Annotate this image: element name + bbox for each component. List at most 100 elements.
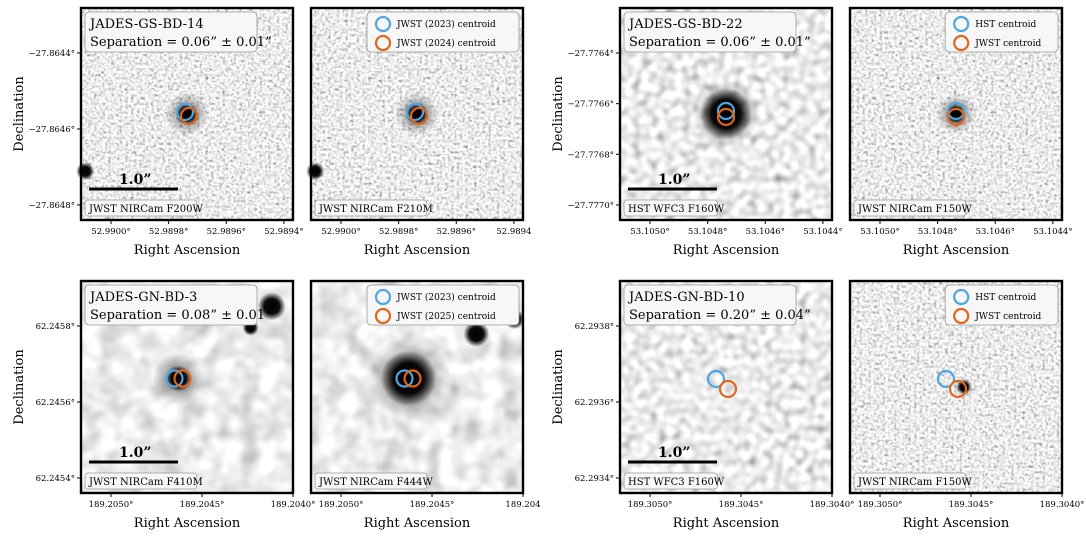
legend-marker bbox=[374, 34, 392, 52]
right-x-ticks: 53.1050° 53.1048° 53.1046° 53.1044° bbox=[860, 220, 1073, 237]
y-tick-label: 62.2454° bbox=[36, 474, 75, 484]
x-tick-label: 189.2050° bbox=[319, 500, 364, 510]
y-tick-label: 62.2456° bbox=[36, 398, 75, 408]
y-tick-label: 62.2936° bbox=[575, 398, 614, 408]
source-core bbox=[380, 350, 437, 407]
x-tick-label: 189.3040° bbox=[810, 500, 855, 510]
first-centroid-marker bbox=[936, 369, 956, 389]
legend-entry: HST centroid bbox=[975, 293, 1036, 303]
source-core bbox=[946, 104, 966, 124]
x-tick-label: 189.2045° bbox=[180, 500, 225, 510]
band-label-box bbox=[84, 472, 198, 490]
y-ticks: −27.8644° −27.8646° −27.8648° bbox=[28, 49, 81, 211]
y-tick-label: 62.2934° bbox=[575, 474, 614, 484]
band-label: JWST NIRCam F150W bbox=[857, 204, 973, 215]
x-tick-label: 189.3050° bbox=[628, 500, 673, 510]
source-core bbox=[957, 380, 971, 394]
right-image-frame bbox=[309, 6, 525, 222]
legend-marker bbox=[953, 15, 970, 33]
first-centroid-marker bbox=[946, 101, 966, 121]
legend-entry: JWST (2025) centroid bbox=[396, 311, 496, 322]
neighbour-source bbox=[76, 162, 95, 181]
y-axis-label: Declination bbox=[551, 349, 566, 425]
source-core bbox=[700, 88, 752, 140]
y-tick-label: 62.2458° bbox=[36, 322, 75, 332]
band-label: JWST NIRCam F444W bbox=[318, 477, 434, 488]
y-tick-label: −27.8646° bbox=[28, 125, 75, 135]
band-label: JWST NIRCam F410M bbox=[88, 477, 203, 488]
band-label: HST WFC3 F160W bbox=[628, 477, 725, 488]
first-centroid-marker bbox=[405, 102, 425, 122]
scale-bar-label: 1.0” bbox=[119, 445, 151, 461]
panel-title: JADES-GN-BD-10 bbox=[627, 290, 745, 305]
legend-marker bbox=[953, 34, 970, 52]
x-tick-label: 52.9894 bbox=[496, 227, 531, 237]
x-tick-label: 53.1046° bbox=[976, 227, 1015, 237]
y-tick-label: −27.7768° bbox=[567, 150, 614, 160]
x-tick-label: 189.3045° bbox=[949, 500, 994, 510]
left-x-ticks: 52.9900° 52.9898° 52.9896° 52.9894° bbox=[91, 220, 304, 237]
title-box bbox=[84, 11, 258, 53]
x-axis-label: Right Ascension bbox=[903, 516, 1010, 531]
title-box bbox=[623, 284, 797, 326]
right-image-frame bbox=[848, 279, 1064, 495]
second-centroid-marker bbox=[409, 106, 429, 126]
y-ticks: −27.7764° −27.7766° −27.7768° −27.7770° bbox=[567, 49, 620, 211]
second-centroid-marker bbox=[948, 379, 968, 399]
right-x-ticks: 189.3050° 189.3045° 189.3040° bbox=[858, 493, 1085, 510]
y-axis-label: Declination bbox=[12, 349, 27, 425]
panel-gs-bd-22: HST WFC3 F160W 53.1050° 53.1048° 53.1046° 53… bbox=[551, 6, 1073, 258]
first-centroid-marker bbox=[716, 101, 736, 121]
band-label: HST WFC3 F160W bbox=[628, 204, 725, 215]
y-axis-label: Declination bbox=[12, 76, 27, 152]
x-tick-label: 189.3040° bbox=[1040, 500, 1085, 510]
x-tick-label: 53.1048° bbox=[918, 227, 957, 237]
panel-title: JADES-GS-BD-22 bbox=[627, 17, 743, 32]
separation-label: Separation = 0.20” ± 0.04” bbox=[629, 308, 811, 323]
y-tick-label: −27.7770° bbox=[567, 201, 614, 211]
y-ticks: 62.2458° 62.2456° 62.2454° bbox=[36, 322, 81, 484]
x-tick-label: 52.9896° bbox=[437, 227, 476, 237]
band-label: JWST NIRCam F200W bbox=[88, 204, 204, 215]
y-axis-label: Declination bbox=[551, 76, 566, 152]
legend-box bbox=[366, 284, 520, 326]
left-image-frame bbox=[79, 279, 295, 495]
x-tick-label: 52.9900° bbox=[91, 227, 130, 237]
legend-marker bbox=[374, 15, 392, 33]
band-label-box bbox=[853, 472, 967, 490]
legend-box bbox=[944, 11, 1059, 53]
panel-gn-bd-10: HST WFC3 F160W 189.3050° 189.3045° 189.3040… bbox=[551, 279, 1085, 531]
x-tick-label: 53.1046° bbox=[746, 227, 785, 237]
legend-entry: JWST (2023) centroid bbox=[396, 19, 496, 30]
second-centroid-marker bbox=[179, 106, 199, 126]
title-box bbox=[84, 284, 258, 326]
x-tick-label: 53.1050° bbox=[860, 227, 899, 237]
band-label: JWST NIRCam F150W bbox=[857, 477, 973, 488]
left-x-ticks: 189.2050° 189.2045° 189.2040° bbox=[89, 493, 316, 510]
right-x-ticks: 189.2050° 189.2045° 189.204 bbox=[319, 493, 541, 510]
legend-box bbox=[944, 284, 1059, 326]
left-image-frame bbox=[79, 6, 295, 222]
legend-marker bbox=[953, 307, 970, 325]
x-tick-label: 52.9894° bbox=[264, 227, 303, 237]
x-axis-label: Right Ascension bbox=[903, 243, 1010, 258]
x-tick-label: 189.2040° bbox=[271, 500, 316, 510]
left-x-ticks: 189.3050° 189.3045° 189.3040° bbox=[628, 493, 855, 510]
first-centroid-marker bbox=[175, 102, 195, 122]
legend-marker bbox=[374, 288, 392, 306]
y-tick-label: −27.7766° bbox=[567, 100, 614, 110]
legend-marker bbox=[953, 288, 970, 306]
x-tick-label: 52.9898° bbox=[379, 227, 418, 237]
band-label-box bbox=[623, 472, 718, 490]
legend-entry: JWST centroid bbox=[974, 312, 1041, 322]
x-tick-label: 189.204 bbox=[505, 500, 540, 510]
legend-box bbox=[366, 11, 520, 53]
scale-bar-label: 1.0” bbox=[119, 172, 151, 188]
y-tick-label: −27.7764° bbox=[567, 49, 614, 59]
right-image-frame bbox=[309, 279, 525, 495]
right-x-ticks: 52.9900° 52.9898° 52.9896° 52.9894 bbox=[321, 220, 531, 237]
x-tick-label: 189.3045° bbox=[719, 500, 764, 510]
first-centroid-marker bbox=[395, 369, 414, 388]
legend-entry: JWST (2024) centroid bbox=[396, 38, 496, 49]
